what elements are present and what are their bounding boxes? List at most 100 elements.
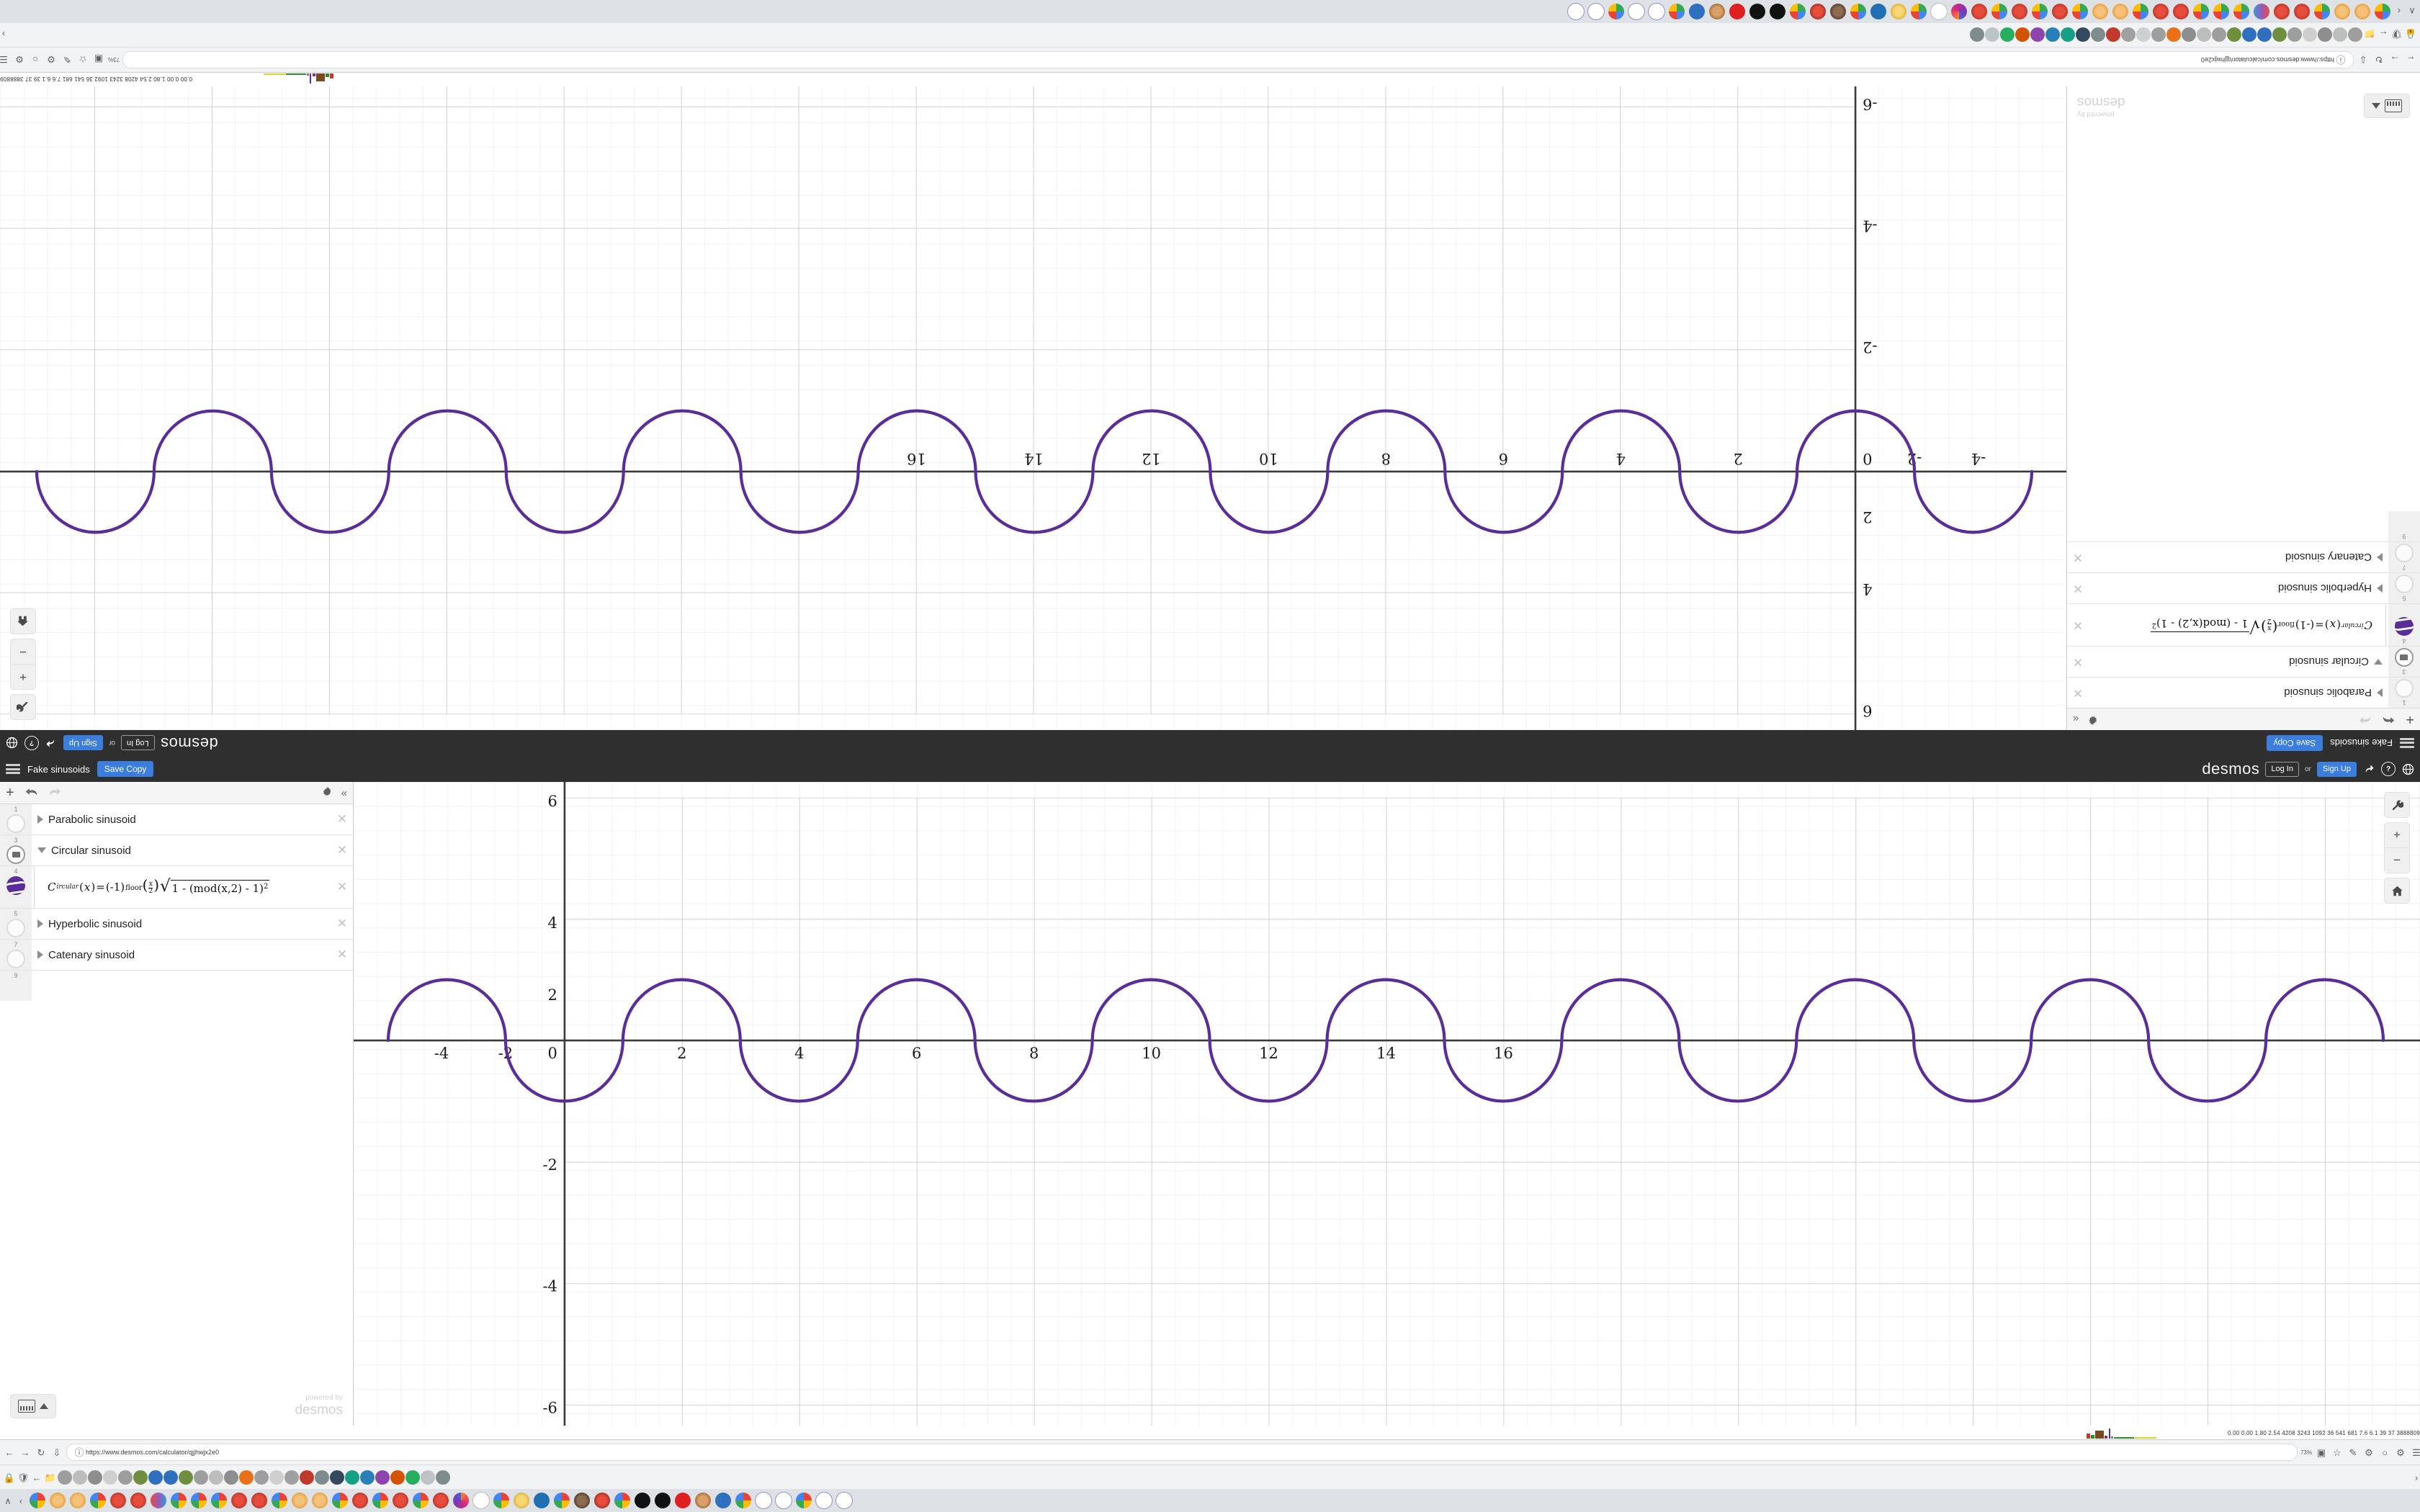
tab-favicon[interactable] [2030,2,2049,21]
expression-row[interactable]: 1 Parabolic sinusoid ✕ [0,804,353,835]
visibility-toggle-bubble[interactable] [6,919,25,937]
zoom-in-button[interactable]: + [10,664,36,690]
back-arrow-icon[interactable]: ← [2406,54,2416,66]
tab-favicon[interactable] [2252,2,2271,21]
expression-index-cell[interactable]: 5 [0,909,32,939]
hamburger-menu-icon[interactable] [6,764,20,774]
expression-row[interactable]: 5 Hyperbolic sinusoid ✕ [2067,572,2420,603]
close-x-icon[interactable]: ✕ [336,948,348,961]
bookmark-item[interactable] [2182,27,2196,42]
expression-index-cell[interactable]: 1 [0,804,32,834]
bookmark-item[interactable] [315,1470,329,1485]
tab-favicon[interactable] [129,1491,148,1510]
tab-favicon[interactable] [391,1491,410,1510]
chevron-right-icon[interactable] [2377,688,2383,697]
tab-favicon[interactable] [2353,2,2372,21]
tab-favicon[interactable] [815,1491,833,1510]
gear-icon[interactable]: ⚙ [15,54,24,66]
tab-favicon[interactable] [835,1491,853,1510]
folder-title[interactable]: Parabolic sinusoid [2284,686,2372,699]
gear-icon[interactable] [2087,713,2099,726]
zoom-level-indicator[interactable]: 73% [2300,1449,2312,1456]
tab-favicon[interactable] [452,1491,470,1510]
expression-content[interactable]: Hyperbolic sinusoid [2089,573,2388,603]
tab-favicon[interactable] [734,1491,753,1510]
tab-favicon[interactable] [1768,2,1787,21]
tab-favicon[interactable] [1809,2,1827,21]
expression-content[interactable]: Catenary sinusoid [2089,542,2388,572]
bookmark-item[interactable] [284,1470,299,1485]
forward-arrow-icon[interactable]: → [2390,54,2400,66]
expression-index-cell[interactable]: 7 [2388,542,2420,572]
tab-search-icon[interactable]: ∧ [4,1495,12,1506]
tab-favicon[interactable] [1728,2,1747,21]
help-icon[interactable]: ? [24,736,39,750]
tab-favicon[interactable] [48,1491,67,1510]
bookmark-item[interactable] [2227,27,2241,42]
bookmark-item[interactable] [2000,27,2015,42]
bookmark-item[interactable] [2136,27,2151,42]
visibility-toggle-bubble[interactable] [6,845,25,864]
save-copy-button[interactable]: Save Copy [97,761,154,777]
reload-icon[interactable]: ↻ [37,1446,45,1458]
tab-favicon[interactable] [633,1491,652,1510]
tab-favicon[interactable] [754,1491,773,1510]
chevron-right-icon[interactable] [37,815,43,824]
bookmark-item[interactable] [2333,27,2347,42]
reload-icon[interactable]: ↻ [2375,54,2383,66]
gear-icon[interactable]: ⚙ [2396,1446,2405,1458]
tab-favicon[interactable] [1950,2,1968,21]
tab-favicon[interactable] [1647,2,1666,21]
overflow-chevron-icon[interactable]: › [1,29,6,40]
tab-favicon[interactable] [1869,2,1888,21]
bookmark-item[interactable] [163,1470,178,1485]
close-x-icon[interactable]: ✕ [2072,686,2084,700]
expression-content[interactable]: Circular sinusoid [2089,647,2388,677]
visibility-toggle-bubble[interactable] [6,814,25,833]
folder-title[interactable]: Hyperbolic sinusoid [2277,582,2372,595]
bookmark-item[interactable] [209,1470,223,1485]
bookmark-item[interactable] [421,1470,435,1485]
document-title[interactable]: Fake sinusoids [27,763,90,775]
expression-index-cell[interactable]: 3 [2388,647,2420,677]
tab-favicon[interactable] [1688,2,1706,21]
tab-favicon[interactable] [89,1491,107,1510]
bookmark-item[interactable] [2242,27,2257,42]
keyboard-toggle-button[interactable] [2364,94,2410,118]
bookmark-item[interactable] [239,1470,254,1485]
share-icon[interactable] [2362,762,2375,775]
add-expression-button[interactable]: + [2406,711,2414,727]
tab-favicon[interactable] [512,1491,531,1510]
chevron-down-icon[interactable] [2374,659,2383,665]
tab-favicon[interactable] [351,1491,369,1510]
collapse-panel-button[interactable]: « [341,786,347,799]
tab-favicon[interactable] [1708,2,1726,21]
expression-index-cell[interactable]: 4 [0,866,32,908]
tab-favicon[interactable] [472,1491,490,1510]
star-icon[interactable]: ☆ [2333,1446,2341,1458]
shield-icon[interactable]: 🛡 [2390,29,2403,40]
tab-favicon[interactable] [774,1491,793,1510]
back-arrow-icon[interactable]: ← [2378,29,2388,40]
bookmark-item[interactable] [300,1470,314,1485]
translate-icon[interactable]: ▣ [2316,1446,2326,1458]
collapse-panel-button[interactable]: « [2073,713,2079,726]
sign-up-button[interactable]: Sign Up [63,735,104,751]
tab-favicon[interactable] [1788,2,1807,21]
wrench-icon[interactable] [10,694,36,720]
tab-favicon[interactable] [2151,2,2170,21]
tab-favicon[interactable] [1889,2,1908,21]
bookmark-item[interactable] [254,1470,269,1485]
bookmark-item[interactable] [375,1470,390,1485]
tab-favicon[interactable] [532,1491,551,1510]
page-info-icon[interactable]: ⓘ [2336,54,2346,66]
bookmark-item[interactable] [269,1470,284,1485]
pencil-icon[interactable]: ✎ [2349,1446,2357,1458]
tab-favicon[interactable] [2373,2,2392,21]
menu-icon[interactable]: ☰ [2412,1446,2420,1458]
page-info-icon[interactable]: ⓘ [74,1446,84,1458]
expression-index-cell[interactable]: 4 [2388,604,2420,646]
tab-favicon[interactable] [2192,2,2210,21]
expression-row[interactable]: 7 Catenary sinusoid ✕ [0,940,353,971]
home-icon[interactable] [10,608,36,634]
